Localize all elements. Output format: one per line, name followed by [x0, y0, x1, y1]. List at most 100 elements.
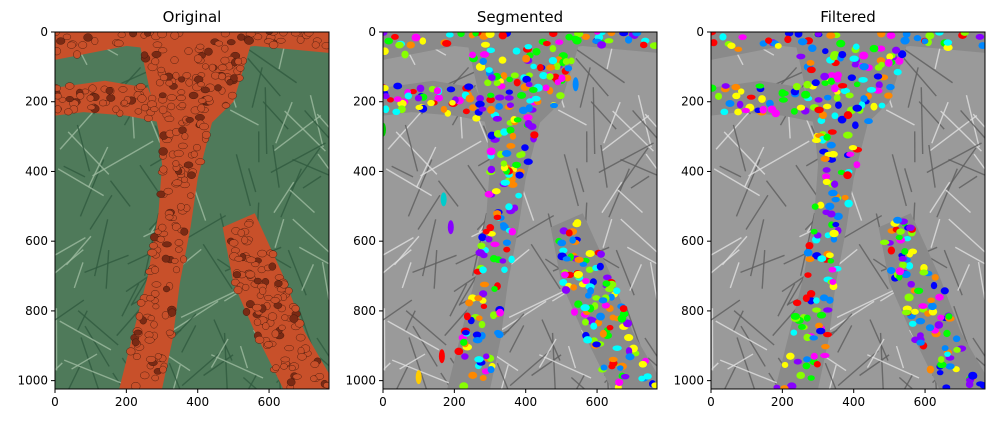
foliage-stroke: [748, 140, 810, 177]
segment-mask: [960, 32, 969, 36]
segment-mask: [593, 32, 601, 35]
segment-mask: [511, 204, 519, 212]
segment-mask: [720, 108, 729, 116]
segment-mask: [409, 88, 417, 95]
foliage-stroke: [93, 219, 109, 277]
foliage-stroke: [918, 101, 945, 130]
segment-mask: [810, 352, 818, 360]
segment-mask: [433, 87, 442, 95]
foliage-stroke: [576, 168, 585, 193]
foliage-stroke: [570, 376, 586, 389]
segment-mask: [813, 361, 821, 368]
ladybug: [290, 32, 301, 37]
foliage-stroke: [719, 165, 742, 178]
segment-mask: [843, 131, 853, 139]
y-tick-label: 600: [353, 234, 376, 248]
ladybug: [144, 336, 155, 344]
ladybug: [291, 304, 300, 313]
segment-mask: [463, 312, 471, 321]
ladybug: [163, 285, 170, 293]
segment-mask: [480, 41, 491, 48]
panel-title: Original: [163, 8, 222, 26]
ladybug: [245, 300, 255, 309]
ladybug: [175, 246, 183, 253]
segment-mask: [474, 356, 484, 363]
foliage-stroke: [723, 131, 766, 175]
foliage-stroke: [903, 48, 953, 84]
segment-mask: [797, 38, 808, 46]
panel-title: Filtered: [820, 8, 876, 26]
segment-mask: [853, 161, 861, 169]
ladybug: [172, 160, 180, 167]
ladybug: [272, 364, 280, 371]
ladybug: [202, 63, 209, 70]
foliage-stroke: [928, 144, 936, 188]
segment-mask: [811, 203, 819, 210]
segment-mask: [580, 304, 590, 312]
foliage-stroke: [945, 147, 977, 191]
ladybug: [62, 33, 72, 41]
ladybug: [190, 150, 198, 158]
segment-mask: [778, 89, 787, 98]
segment-mask: [383, 84, 389, 92]
segment-mask: [582, 318, 589, 326]
segment-mask: [832, 221, 840, 228]
ladybug: [158, 47, 168, 54]
ladybug: [292, 373, 302, 380]
ladybug: [252, 303, 262, 312]
ladybug: [163, 187, 173, 195]
ladybug: [221, 102, 231, 109]
foliage-stroke: [275, 101, 293, 144]
segment-mask: [895, 267, 905, 276]
segment-mask: [794, 32, 803, 38]
segment-mask: [401, 50, 409, 59]
foliage-stroke: [391, 165, 414, 178]
ladybug: [220, 56, 230, 65]
x-tick-label: 200: [443, 395, 466, 409]
foliage-stroke: [503, 313, 525, 336]
foliage-stroke: [727, 353, 754, 370]
ladybug: [144, 32, 152, 37]
segment-mask: [521, 144, 529, 152]
ladybug: [118, 86, 128, 93]
foliage-stroke: [719, 359, 780, 385]
ladybug: [166, 94, 177, 101]
foliage-stroke: [629, 264, 643, 291]
segment-mask: [765, 37, 773, 44]
segment-mask: [831, 112, 839, 120]
ladybug: [294, 319, 305, 328]
foliage-stroke: [898, 376, 914, 389]
y-tick-label: 400: [353, 164, 376, 178]
foliage-stroke: [301, 264, 315, 291]
segment-mask: [386, 97, 394, 103]
ladybug: [177, 203, 185, 211]
ladybug: [220, 32, 230, 38]
segment-mask: [796, 371, 806, 380]
ladybug: [187, 192, 195, 199]
segment-mask: [617, 314, 627, 323]
segment-mask: [711, 84, 717, 92]
segment-mask: [797, 323, 806, 330]
segment-mask: [554, 79, 562, 86]
segment-mask: [487, 365, 495, 374]
segment-mask: [487, 105, 496, 114]
segment-mask: [414, 94, 423, 102]
segment-mask: [786, 352, 795, 360]
segment-mask: [830, 235, 838, 243]
segment-mask: [902, 32, 911, 38]
segment-mask: [495, 102, 503, 110]
x-tick-label: 600: [258, 395, 281, 409]
segment-mask: [508, 255, 515, 264]
segment-mask: [489, 254, 498, 263]
segment-mask: [483, 353, 490, 360]
foliage-stroke: [948, 158, 985, 176]
segment-mask: [600, 364, 608, 371]
segment-mask: [848, 145, 858, 151]
ladybug: [253, 277, 262, 285]
stray-segment: [447, 220, 454, 235]
segment-mask: [916, 339, 925, 346]
segment-mask: [440, 105, 448, 113]
foliage-stroke: [173, 300, 219, 331]
foliage-stroke: [761, 250, 766, 289]
segment-mask: [819, 294, 829, 302]
